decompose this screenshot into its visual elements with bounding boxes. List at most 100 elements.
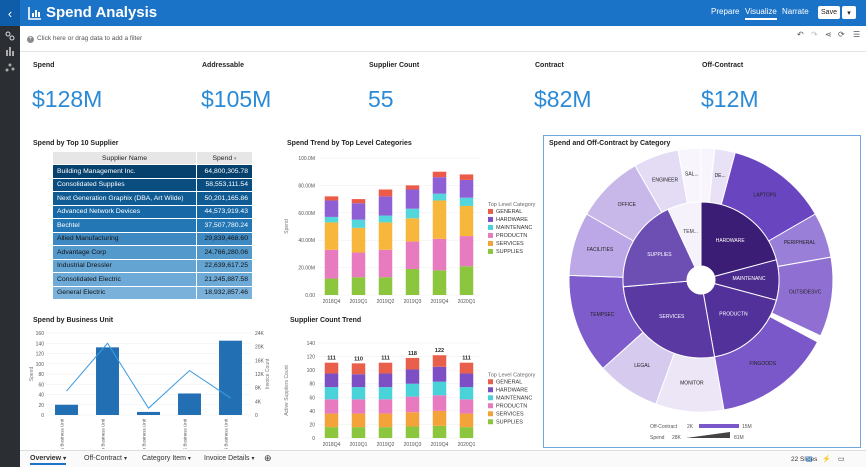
kpi-contract-value[interactable]: $82M	[534, 86, 592, 112]
y-tick-label: 20.00M	[298, 266, 315, 272]
tab-visualize[interactable]: Visualize	[745, 7, 777, 20]
analytics-icon[interactable]	[5, 62, 15, 72]
kpi-spend-label: Spend	[33, 62, 55, 69]
y2-tick-label: 24K	[255, 331, 265, 337]
bar-segment	[405, 383, 420, 397]
kpi-addressable-value[interactable]: $105M	[201, 86, 272, 112]
present-icon[interactable]: ▧	[806, 456, 813, 463]
x-tick-label: 2019Q2	[377, 442, 395, 448]
chevron-down-icon[interactable]: ▾	[63, 456, 67, 462]
x-tick-label: 2020Q1	[458, 442, 476, 448]
bar-segment	[324, 200, 339, 217]
tab-invoice-details[interactable]: Invoice Details ▾	[204, 455, 255, 462]
tab-overview[interactable]: Overview ▾	[30, 455, 67, 465]
spend-trend-chart[interactable]: 0.00 20.00M 40.00M 60.00M 80.00M 100.0M Spend 2…	[280, 150, 542, 310]
legend-spend-max: 81M	[734, 435, 744, 441]
y2-tick-label: 8K	[255, 386, 262, 392]
bar-segment	[459, 387, 474, 400]
share-icon[interactable]: ⋖	[825, 30, 832, 39]
table-row[interactable]: Industrial Dressler 22,639,617.25	[52, 258, 253, 273]
sunburst-outer-label: MONITOR	[680, 381, 704, 387]
y2-tick-label: 12K	[255, 372, 265, 378]
kpi-supplier-count-value[interactable]: 55	[368, 86, 394, 112]
filter-bar[interactable]: + Click here or drag data to add a filte…	[20, 26, 866, 52]
redo-icon[interactable]: ↷	[811, 30, 818, 39]
chevron-down-icon[interactable]: ▾	[123, 456, 127, 462]
tab-off-contract[interactable]: Off-Contract ▾	[84, 455, 127, 462]
bar-segment	[378, 373, 393, 388]
undo-icon[interactable]: ↶	[797, 30, 804, 39]
bar-segment	[324, 413, 339, 428]
visualizations-icon[interactable]	[5, 46, 15, 56]
kpi-addressable-label: Addressable	[202, 62, 245, 69]
column-header-supplier-name[interactable]: Supplier Name	[52, 151, 197, 165]
sunburst-outer-label: LEGAL	[634, 363, 650, 369]
legend-item: HARDWARE	[496, 387, 528, 393]
kpi-spend-value[interactable]: $128M	[32, 86, 103, 112]
add-filter-icon[interactable]: +	[27, 36, 34, 43]
kpi-off-contract-label: Off-Contract	[702, 62, 744, 69]
bar-segment	[432, 193, 447, 201]
y-tick-label: 100	[36, 362, 45, 368]
sunburst-outer-label: SAL...	[685, 171, 699, 177]
left-rail	[0, 26, 20, 467]
chevron-down-icon[interactable]: ▾	[187, 456, 191, 462]
sunburst-chart[interactable]: LAPTOPS PERIPHERAL OUTSIDESVC FINGOODS MONIT…	[544, 148, 860, 446]
bar	[219, 340, 242, 415]
legend-title: Top Level Category	[488, 372, 536, 378]
column-header-spend[interactable]: Spend ▾	[196, 151, 253, 165]
sunburst-inner-slice	[702, 283, 777, 358]
tab-narrate[interactable]: Narrate	[782, 7, 809, 16]
x-tick-label: 2019Q1	[350, 299, 368, 305]
tab-overview-label: Overview	[30, 455, 62, 462]
save-menu-button[interactable]: ▾	[842, 6, 856, 19]
save-button[interactable]: Save	[818, 6, 840, 19]
bar-segment	[324, 249, 339, 279]
chevron-down-icon[interactable]: ▾	[251, 456, 255, 462]
kpi-off-contract-value[interactable]: $12M	[701, 86, 759, 112]
sort-icon[interactable]: ▾	[234, 155, 237, 162]
tab-category-item[interactable]: Category Item ▾	[142, 455, 191, 462]
table-row[interactable]: Consolidated Electric 21,245,887.58	[52, 272, 253, 287]
supplier-count-chart[interactable]: 0 20 40 60 80 100 120 140 Active Suppliers Count…	[280, 327, 542, 449]
bar-segment	[459, 427, 474, 438]
more-icon[interactable]: ▭	[838, 456, 845, 463]
bar-segment	[432, 171, 447, 178]
spend-cell: 24,766,280.06	[196, 245, 253, 260]
sunburst-inner-slice	[700, 201, 777, 277]
supplier-name-cell: Allied Manufacturing	[52, 231, 197, 246]
back-button[interactable]: ‹	[0, 0, 20, 26]
supplier-name-cell: Consolidated Electric	[52, 272, 197, 287]
table-row[interactable]: Consolidated Supplies 58,553,111.54	[52, 177, 253, 192]
sunburst-outer-label: OFFICE	[618, 202, 637, 208]
table-row[interactable]: Allied Manufacturing 29,839,468.60	[52, 231, 253, 246]
chevron-down-icon: ▾	[847, 9, 851, 17]
table-row[interactable]: General Electric 18,932,857.46	[52, 285, 253, 300]
filter-hint[interactable]: Click here or drag data to add a filter	[37, 35, 143, 42]
x-tick-label: 2019Q3	[404, 299, 422, 305]
add-canvas-icon[interactable]: ⊕	[264, 453, 272, 463]
data-elements-icon[interactable]	[5, 31, 15, 41]
table-row[interactable]: Bechtel 37,507,780.24	[52, 218, 253, 233]
tab-off-contract-label: Off-Contract	[84, 455, 122, 462]
menu-icon[interactable]: ☰	[853, 30, 861, 39]
table-row[interactable]: Advantage Corp 24,766,280.06	[52, 245, 253, 260]
sunburst-inner-label: TEM...	[683, 229, 698, 235]
table-row[interactable]: Next Generation Graphix (DBA, Art Wilde)…	[52, 191, 253, 206]
table-row[interactable]: Building Management Inc. 64,800,305.78	[52, 164, 253, 179]
supplier-table[interactable]: Supplier Name Spend ▾ Building Managemen…	[52, 151, 253, 300]
bar-segment	[378, 249, 393, 278]
bar-segment	[324, 399, 339, 414]
y-axis-label: Spend	[29, 367, 35, 382]
data-label: 118	[408, 351, 417, 357]
bar-segment	[351, 387, 366, 400]
legend-item: GENERAL	[496, 379, 522, 385]
sunburst-title: Spend and Off-Contract by Category	[549, 140, 671, 147]
refresh-icon[interactable]: ⟳	[838, 30, 845, 39]
table-row[interactable]: Advanced Network Devices 44,573,919.43	[52, 204, 253, 219]
bar-segment	[351, 413, 366, 428]
tab-prepare[interactable]: Prepare	[711, 7, 740, 16]
auto-apply-icon[interactable]: ⚡	[822, 456, 831, 463]
x-tick-label: 2018Q4	[323, 442, 341, 448]
business-unit-chart[interactable]: 0 20 40 60 80 100 120 140 160 0 4K 8K 12K 16K 20K 24K Sp…	[26, 325, 276, 449]
